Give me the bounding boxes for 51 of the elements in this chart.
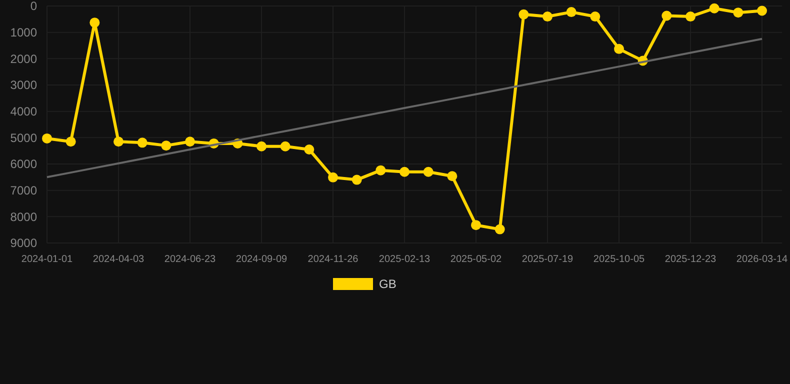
y-tick-label: 0 <box>30 0 38 14</box>
point <box>542 12 552 22</box>
y-tick-label: 8000 <box>10 210 38 224</box>
point <box>590 12 600 22</box>
point <box>471 220 481 230</box>
y-tick-label: 5000 <box>10 130 38 145</box>
point <box>66 136 76 147</box>
y-tick-label: 6000 <box>10 157 38 172</box>
y-tick-label: 4000 <box>10 104 38 119</box>
point <box>518 9 529 20</box>
x-tick-label: 2024-09-09 <box>236 254 288 265</box>
point <box>662 10 672 21</box>
x-tick-label: 2026-03-14 <box>736 254 788 265</box>
x-tick-label: 2024-06-23 <box>164 254 216 265</box>
point <box>423 166 434 177</box>
point <box>90 18 100 28</box>
point <box>566 7 576 18</box>
x-tick-label: 2025-02-13 <box>378 254 431 265</box>
point <box>42 133 52 144</box>
y-tick-label: 3000 <box>10 78 38 92</box>
point <box>114 136 124 147</box>
point <box>328 172 338 182</box>
point <box>185 136 195 147</box>
point <box>494 224 505 234</box>
x-tick-label: 2025-10-05 <box>593 254 646 265</box>
point <box>757 6 767 16</box>
point <box>161 140 172 151</box>
y-tick-label: 9000 <box>10 236 38 250</box>
legend-label: GB <box>379 277 396 292</box>
point <box>686 12 696 22</box>
line-series <box>46 38 763 178</box>
point <box>400 166 410 177</box>
x-tick-label: 2024-04-03 <box>92 254 145 265</box>
point <box>137 138 148 148</box>
y-tick-label: 1000 <box>10 26 38 40</box>
x-tick-label: 2024-01-01 <box>21 254 74 265</box>
point <box>280 141 290 152</box>
y-tick-label: 7000 <box>10 184 38 198</box>
point <box>352 174 362 185</box>
point <box>304 144 314 155</box>
x-tick-label: 2024-11-26 <box>308 254 359 265</box>
point <box>376 165 386 176</box>
y-tick-label: 2000 <box>10 52 38 66</box>
point <box>256 141 266 152</box>
point <box>709 3 720 14</box>
x-tick-label: 2025-12-23 <box>664 254 717 265</box>
point <box>733 8 744 18</box>
point <box>447 171 458 182</box>
x-tick-label: 2025-07-19 <box>522 254 574 265</box>
point <box>614 44 624 54</box>
x-tick-label: 2025-05-02 <box>450 254 502 265</box>
